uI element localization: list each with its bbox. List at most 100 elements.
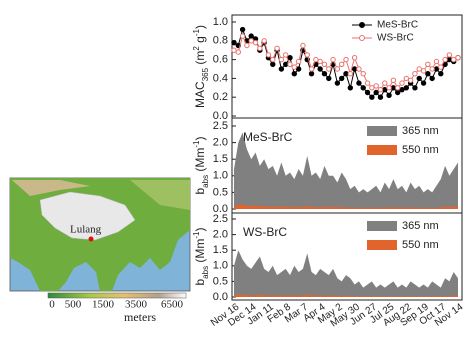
data-point (447, 53, 451, 57)
y-tick-label: 0.4 (213, 72, 228, 84)
legend-swatch (367, 145, 397, 155)
data-point (249, 39, 253, 43)
y-axis-label: MAC365 (m2 g-1) (192, 25, 210, 108)
data-point (344, 72, 348, 76)
data-point (322, 62, 326, 66)
y-tick-label: 1.0 (213, 260, 228, 272)
data-point (387, 86, 391, 90)
y-tick-label: 2.5 (213, 120, 228, 132)
legend-label: MeS-BrC (377, 20, 418, 31)
figure: Lulang 0500150035006500 meters 0.00.20.4… (0, 0, 465, 355)
y-axis-label-part: ) (193, 25, 207, 29)
legend-marker (360, 23, 365, 28)
data-point (292, 65, 296, 69)
data-point (391, 78, 395, 82)
y-axis-label-part: MAC (193, 81, 207, 108)
data-point (421, 69, 425, 73)
data-point (344, 57, 348, 61)
charts: 0.00.20.40.60.81.0MAC365 (m2 g-1)MeS-BrC… (192, 15, 465, 329)
data-point (378, 95, 382, 99)
data-point (395, 86, 399, 90)
data-point (309, 67, 313, 71)
data-point (357, 67, 361, 71)
legend-label: 550 nm (402, 144, 439, 156)
data-point (240, 27, 244, 31)
data-point (348, 86, 352, 90)
data-point (339, 62, 343, 66)
series-line (234, 30, 458, 98)
data-point (322, 72, 326, 76)
y-tick-label: 2.0 (213, 229, 228, 241)
data-point (352, 56, 356, 60)
data-point (352, 67, 356, 71)
scale-tick-label: 6500 (161, 299, 184, 311)
series-area (234, 250, 458, 297)
data-point (348, 72, 352, 76)
data-point (370, 86, 374, 90)
data-point (339, 76, 343, 80)
data-point (335, 81, 339, 85)
scale-unit: meters (124, 310, 156, 324)
data-point (249, 34, 253, 38)
data-point (301, 43, 305, 47)
data-point (400, 87, 404, 91)
data-point (331, 57, 335, 61)
data-point (408, 78, 412, 82)
legend-label: 550 nm (402, 239, 439, 251)
y-tick-label: 1.0 (213, 170, 228, 182)
data-point (374, 84, 378, 88)
y-axis-label-part: abs (201, 266, 210, 279)
data-point (258, 46, 262, 50)
legend-swatch (367, 221, 397, 231)
legend-label: 365 nm (402, 220, 439, 232)
data-point (426, 62, 430, 66)
y-axis-label-part: ) (193, 136, 207, 140)
y-tick-label: 1.5 (213, 244, 228, 256)
panel-label: WS-BrC (243, 225, 287, 239)
data-point (288, 62, 292, 66)
legend-label: 365 nm (402, 125, 439, 137)
data-point (262, 39, 266, 43)
data-point (430, 67, 434, 71)
data-point (318, 67, 322, 71)
legend-label: WS-BrC (377, 33, 414, 44)
data-point (271, 57, 275, 61)
data-point (318, 59, 322, 63)
y-axis-label-part: (Mm (193, 239, 207, 266)
y-tick-label: 1.0 (213, 16, 228, 28)
data-point (365, 81, 369, 85)
legend-swatch (367, 240, 397, 250)
data-point (447, 57, 451, 61)
data-point (240, 34, 244, 38)
legend-marker (360, 36, 365, 41)
y-tick-label: 1.5 (213, 153, 228, 165)
data-point (327, 76, 331, 80)
data-point (404, 86, 408, 90)
data-point (378, 87, 382, 91)
data-point (417, 76, 421, 80)
y-tick-label: 0.5 (213, 275, 228, 287)
y-axis-label-part: g (193, 36, 207, 46)
y-tick-label: 0.5 (213, 186, 228, 198)
data-point (443, 57, 447, 61)
data-point (296, 67, 300, 71)
data-point (383, 81, 387, 85)
data-point (292, 72, 296, 76)
data-point (361, 72, 365, 76)
scale-tick-label: 1500 (92, 299, 115, 311)
data-point (430, 76, 434, 80)
data-point (283, 62, 287, 66)
data-point (305, 53, 309, 57)
data-point (451, 57, 455, 61)
data-point (245, 43, 249, 47)
data-point (439, 65, 443, 69)
elevation-scale (48, 293, 186, 298)
y-axis-label-part: (Mm (193, 148, 207, 175)
data-point (374, 90, 378, 94)
data-point (404, 76, 408, 80)
legend-swatch (367, 126, 397, 136)
data-point (361, 86, 365, 90)
y-tick-label: 0.2 (213, 91, 228, 103)
site-label: Lulang (70, 224, 102, 236)
